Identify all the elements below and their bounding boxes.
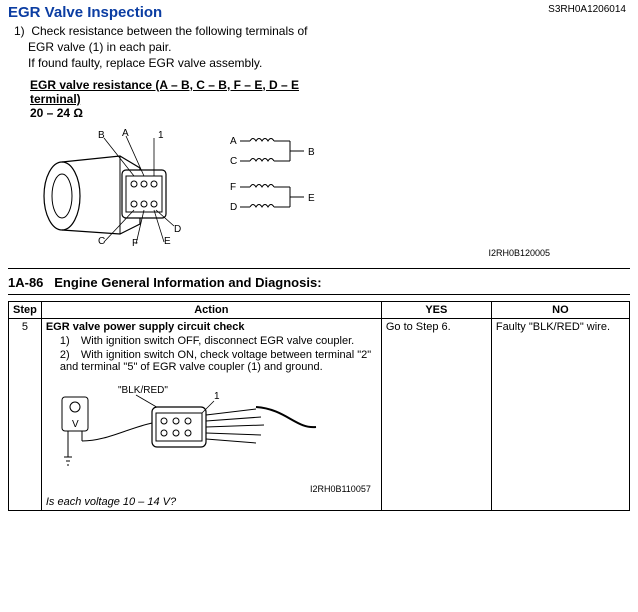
- resistance-label: EGR valve resistance (A – B, C – B, F – …: [30, 78, 630, 106]
- col-no: NO: [491, 301, 629, 318]
- inspection-section: EGR Valve Inspection S3RH0A1206014 1) Ch…: [8, 4, 630, 258]
- step-line: EGR valve (1) in each pair.: [28, 39, 171, 55]
- svg-text:V: V: [72, 419, 79, 430]
- resistance-value: 20 – 24 Ω: [30, 106, 630, 120]
- col-step: Step: [9, 301, 42, 318]
- svg-text:C: C: [230, 156, 237, 167]
- svg-text:A: A: [122, 128, 129, 139]
- wire-label-text: "BLK/RED": [118, 385, 168, 396]
- action-text: With ignition switch OFF, disconnect EGR…: [81, 335, 354, 347]
- coil-schematic: A C B F D E: [230, 132, 340, 232]
- action-num: 2): [60, 349, 78, 361]
- diagnosis-table: Step Action YES NO 5 EGR valve power sup…: [8, 301, 630, 511]
- egr-diagram: B A 1 C F E D A C B: [30, 126, 630, 246]
- doc-code: S3RH0A1206014: [548, 4, 626, 15]
- svg-text:1: 1: [214, 391, 220, 402]
- cell-no: Faulty "BLK/RED" wire.: [491, 318, 629, 510]
- step-block: 1) Check resistance between the followin…: [14, 23, 630, 72]
- action-text: With ignition switch ON, check voltage b…: [60, 349, 371, 373]
- table-row: 5 EGR valve power supply circuit check 1…: [9, 318, 630, 510]
- diagram-code: I2RH0B110057: [46, 484, 371, 494]
- col-action: Action: [41, 301, 381, 318]
- action-question: Is each voltage 10 – 14 V?: [46, 496, 377, 508]
- step-line: If found faulty, replace EGR valve assem…: [28, 55, 262, 71]
- svg-text:D: D: [174, 224, 181, 235]
- coupler-diagram: V "BLK/RED": [56, 379, 377, 482]
- svg-text:F: F: [132, 238, 138, 246]
- page-title: Engine General Information and Diagnosis…: [54, 275, 321, 290]
- action-list: 1) With ignition switch OFF, disconnect …: [60, 335, 377, 373]
- action-num: 1): [60, 335, 78, 347]
- page-number: 1A-86: [8, 275, 43, 290]
- svg-text:A: A: [230, 136, 237, 147]
- svg-text:E: E: [308, 193, 315, 204]
- title-text: EGR Valve Inspection: [8, 4, 162, 21]
- separator: [8, 268, 630, 269]
- cell-action: EGR valve power supply circuit check 1) …: [41, 318, 381, 510]
- svg-text:E: E: [164, 236, 171, 246]
- step-line: Check resistance between the following t…: [31, 24, 307, 38]
- svg-text:F: F: [230, 182, 236, 193]
- egr-valve-drawing: B A 1 C F E D: [30, 126, 210, 246]
- section-title: EGR Valve Inspection S3RH0A1206014: [8, 4, 630, 21]
- separator: [8, 294, 630, 295]
- svg-text:1: 1: [158, 130, 164, 141]
- action-title: EGR valve power supply circuit check: [46, 321, 377, 333]
- cell-step: 5: [9, 318, 42, 510]
- svg-text:B: B: [98, 130, 105, 141]
- svg-text:C: C: [98, 236, 105, 246]
- table-header-row: Step Action YES NO: [9, 301, 630, 318]
- diagram-code: I2RH0B120005: [8, 248, 550, 258]
- page-header: 1A-86 Engine General Information and Dia…: [8, 275, 630, 290]
- svg-text:B: B: [308, 147, 315, 158]
- svg-text:D: D: [230, 202, 237, 213]
- cell-yes: Go to Step 6.: [381, 318, 491, 510]
- step-number: 1): [14, 23, 28, 39]
- col-yes: YES: [381, 301, 491, 318]
